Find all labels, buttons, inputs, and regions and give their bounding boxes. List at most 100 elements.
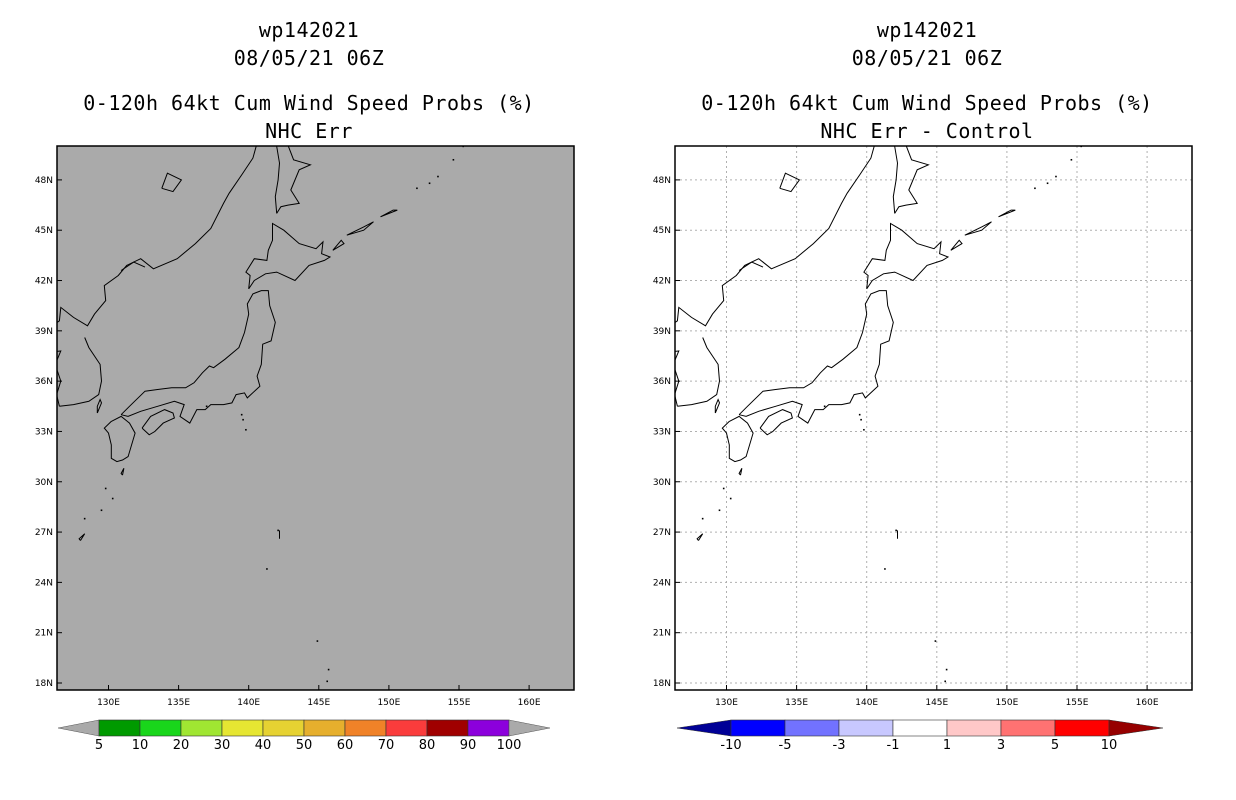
island <box>327 668 330 671</box>
colorbar-label: 40 <box>255 738 272 753</box>
coastline <box>696 533 704 541</box>
island <box>472 134 474 136</box>
coastline <box>714 398 721 414</box>
map-background <box>57 146 574 690</box>
island <box>858 413 861 416</box>
lat-label: 24N <box>653 578 671 588</box>
island <box>1046 182 1049 185</box>
product-title: 0-120h 64kt Cum Wind Speed Probs (%) <box>701 91 1153 115</box>
island <box>863 428 865 431</box>
island <box>316 640 319 642</box>
lon-label: 135E <box>785 698 808 708</box>
island <box>242 418 244 421</box>
lat-label: 30N <box>653 478 671 488</box>
island <box>266 568 268 570</box>
colorbar-label: 30 <box>214 738 231 753</box>
colorbar-segment <box>303 719 346 737</box>
lon-label: 135E <box>167 698 190 708</box>
coastline <box>892 146 930 214</box>
island <box>945 668 948 671</box>
colorbar-segment <box>344 719 387 737</box>
coastline <box>346 221 374 236</box>
coastline <box>721 415 754 463</box>
left-panel: wp142021 08/05/21 06Z 0-120h 64kt Cum Wi… <box>35 18 575 753</box>
island <box>100 509 103 512</box>
colorbar-high-end <box>508 719 551 737</box>
probability-map: 48N 45N 42N 39N 36N 33N 30N 27N 24N 21N 18N 130E 135… <box>35 134 575 753</box>
lon-label: 160E <box>518 698 541 708</box>
lat-label: 24N <box>35 578 53 588</box>
colorbar-label: 90 <box>460 738 477 753</box>
coastline <box>332 239 345 251</box>
island <box>104 487 107 490</box>
island <box>944 680 947 683</box>
forecast-datetime: 08/05/21 06Z <box>233 46 385 70</box>
lat-label: 42N <box>653 277 671 287</box>
colorbar-label: 1 <box>943 738 951 753</box>
map-frame <box>56 145 575 691</box>
lon-label: 145E <box>307 698 330 708</box>
coastline <box>161 172 183 193</box>
lat-label: 45N <box>653 226 671 236</box>
colorbar-label: 10 <box>1101 738 1118 753</box>
lat-label: 36N <box>653 377 671 387</box>
product-subtitle: NHC Err - Control <box>820 119 1034 143</box>
island <box>1034 187 1036 190</box>
coastline <box>120 261 146 271</box>
colorbar-label: 80 <box>419 738 436 753</box>
lat-label: 33N <box>35 427 53 437</box>
lat-label: 27N <box>653 528 671 538</box>
coastline <box>738 290 894 424</box>
island <box>83 517 86 520</box>
colorbar-high-end <box>1108 719 1164 737</box>
lon-label: 140E <box>855 698 878 708</box>
lon-label: 160E <box>1136 698 1159 708</box>
lat-label: 48N <box>35 176 53 186</box>
island <box>240 413 243 416</box>
colorbar-label: 100 <box>497 738 522 753</box>
coastline <box>380 209 398 218</box>
coastline <box>245 222 332 290</box>
island <box>452 158 455 161</box>
island <box>277 529 279 532</box>
lat-label: 21N <box>653 629 671 639</box>
island <box>718 509 721 512</box>
colorbar-segment <box>892 719 948 737</box>
island <box>934 640 937 642</box>
coastline <box>738 468 743 476</box>
lon-label: 140E <box>237 698 260 708</box>
island <box>884 568 886 570</box>
map-background <box>675 146 1192 690</box>
storm-id: wp142021 <box>876 18 978 42</box>
lon-label: 145E <box>925 698 948 708</box>
island <box>428 182 431 185</box>
colorbar-segment <box>385 719 428 737</box>
colorbar-segment <box>730 719 786 737</box>
coastline <box>96 398 103 414</box>
coastline <box>675 146 875 407</box>
map-layer <box>675 146 1192 690</box>
island <box>1055 175 1057 178</box>
island <box>823 405 826 408</box>
colorbar-segment <box>1054 719 1110 737</box>
island <box>895 529 897 532</box>
colorbar-segment <box>139 719 182 737</box>
lon-label: 130E <box>97 698 120 708</box>
coastline <box>779 172 801 193</box>
island <box>437 175 439 178</box>
colorbar-label: 70 <box>378 738 395 753</box>
coastline <box>738 261 764 271</box>
colorbar-label: 20 <box>173 738 190 753</box>
colorbar-segment <box>946 719 1002 737</box>
colorbar-label: -10 <box>720 738 741 753</box>
lat-label: 45N <box>35 226 53 236</box>
colorbar-low-end <box>57 719 100 737</box>
lon-label: 155E <box>1066 698 1089 708</box>
colorbar-segment <box>838 719 894 737</box>
colorbar-segment <box>221 719 264 737</box>
lon-label: 150E <box>995 698 1018 708</box>
island <box>205 405 208 408</box>
colorbar-segment <box>426 719 469 737</box>
island <box>111 497 114 500</box>
